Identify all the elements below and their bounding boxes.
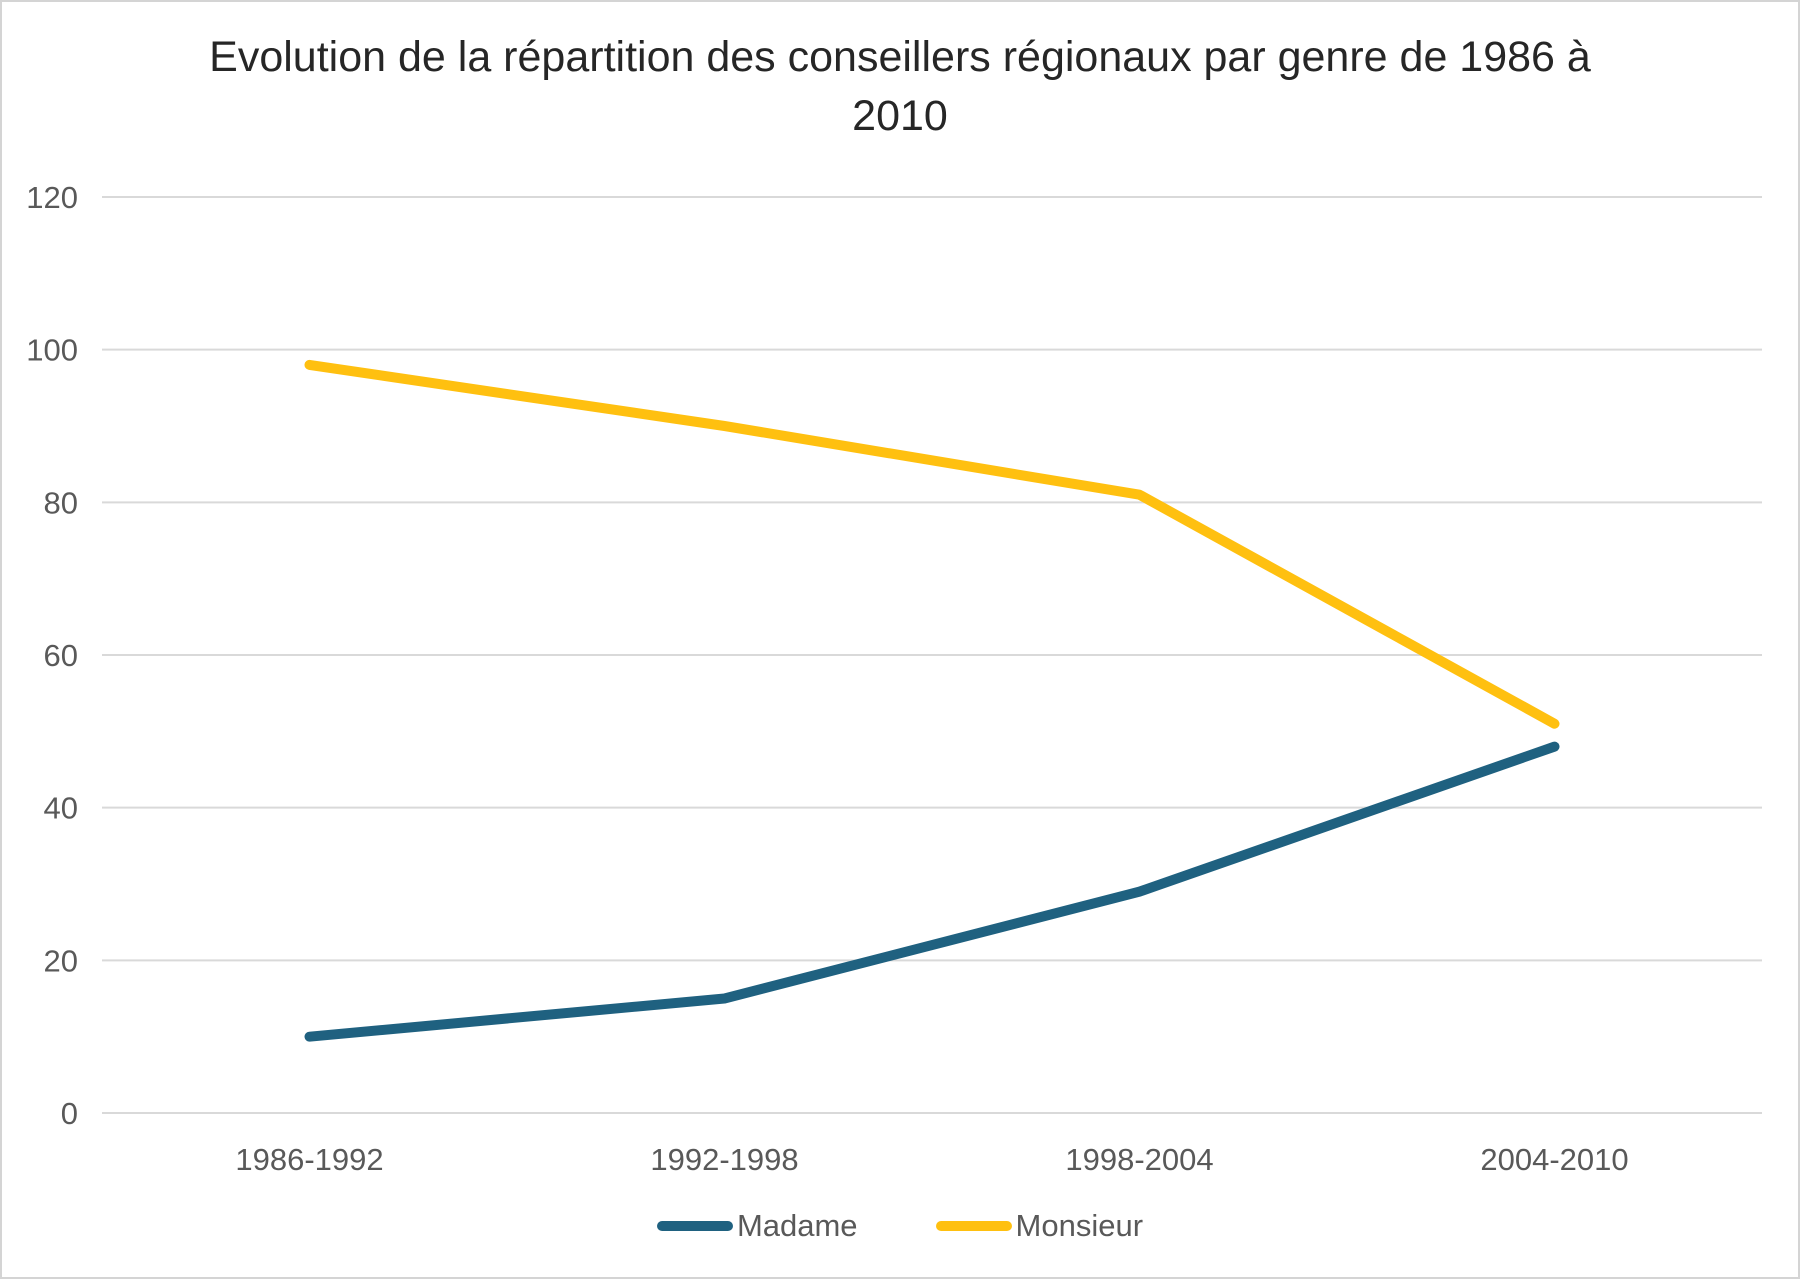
legend-swatch-madame-line-icon bbox=[656, 1221, 733, 1231]
legend-item-madame: Madame bbox=[656, 1208, 858, 1244]
series-line-madame bbox=[304, 741, 1560, 1042]
x-axis-tick-label: 2004-2010 bbox=[1480, 1142, 1628, 1177]
y-axis-tick-label: 100 bbox=[26, 333, 78, 368]
legend-label-monsieur: Monsieur bbox=[1015, 1208, 1144, 1243]
y-axis-tick-label: 80 bbox=[44, 485, 78, 520]
chart-legend: Madame Monsieur bbox=[2, 1208, 1798, 1244]
y-axis-tick-label: 60 bbox=[44, 638, 78, 673]
x-axis-tick-label: 1986-1992 bbox=[235, 1142, 383, 1177]
series-line-monsieur bbox=[304, 359, 1560, 729]
x-axis-tick-label: 1992-1998 bbox=[650, 1142, 798, 1177]
legend-item-monsieur: Monsieur bbox=[935, 1208, 1144, 1244]
y-axis-tick-label: 20 bbox=[44, 943, 78, 978]
chart-title: Evolution de la répartition des conseill… bbox=[209, 33, 1591, 141]
x-axis-tick-label: 1998-2004 bbox=[1065, 1142, 1213, 1177]
y-axis-tick-label: 120 bbox=[26, 180, 78, 215]
y-axis-tick-label: 0 bbox=[61, 1096, 78, 1131]
y-axis-tick-label: 40 bbox=[44, 791, 78, 826]
legend-label-madame: Madame bbox=[736, 1208, 858, 1243]
legend-swatch-monsieur-line-icon bbox=[935, 1221, 1012, 1231]
